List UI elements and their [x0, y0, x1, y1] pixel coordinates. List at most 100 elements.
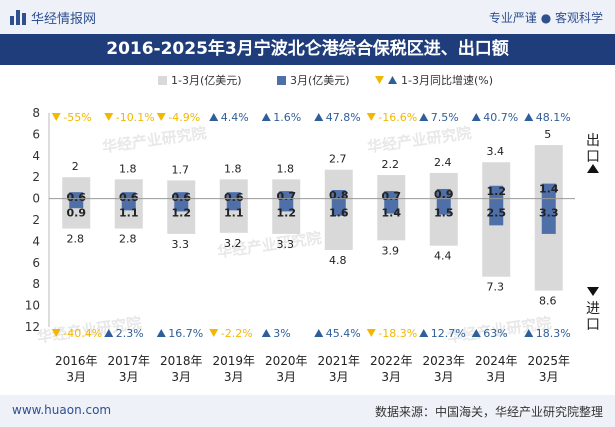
- import-month-label: 2.5: [487, 207, 507, 220]
- export-month-label: 1.4: [539, 183, 559, 196]
- x-tick-label-month: 3月: [66, 370, 86, 384]
- import-month-bar: [331, 198, 346, 216]
- export-month-label: 0.9: [434, 188, 454, 201]
- export-arrow-icon: [587, 164, 599, 173]
- export-cum-label: 2.7: [329, 153, 347, 166]
- import-month-bar: [174, 198, 189, 212]
- export-yoy-label: -10.1%: [116, 111, 155, 124]
- import-month-label: 1.1: [119, 207, 139, 220]
- y-tick-label: 10: [25, 299, 40, 313]
- y-tick-label: 2: [32, 170, 40, 184]
- import-month-bar: [69, 198, 84, 209]
- export-yoy-label: 7.5%: [431, 111, 459, 124]
- y-tick-label: 4: [32, 234, 40, 248]
- export-yoy-label: -16.6%: [378, 111, 417, 124]
- export-cum-label: 1.8: [224, 162, 242, 175]
- import-month-label: 0.9: [67, 207, 87, 220]
- export-month-bar: [541, 183, 556, 199]
- export-month-bar: [69, 192, 84, 199]
- import-cum-label: 3.3: [277, 238, 295, 251]
- import-month-label: 3.3: [539, 207, 559, 220]
- import-cum-label: 2.8: [119, 233, 137, 246]
- watermark-0: 华经产业研究院: [101, 124, 207, 156]
- export-yoy-up-triangle: [314, 113, 324, 121]
- import-yoy-up-triangle: [524, 329, 534, 337]
- import-yoy-label: 3%: [273, 327, 290, 340]
- export-yoy-label: 40.7%: [483, 111, 518, 124]
- export-yoy-down-triangle: [104, 113, 114, 121]
- legend-up-triangle: [388, 76, 397, 84]
- import-cum-label: 7.3: [487, 281, 505, 294]
- legend-month-swatch: [277, 76, 286, 85]
- export-month-bar: [226, 192, 241, 199]
- x-tick-label-month: 3月: [381, 370, 401, 384]
- data-source: 数据来源：中国海关，华经产业研究院整理: [374, 405, 603, 419]
- export-month-label: 0.6: [224, 191, 244, 204]
- import-month-bar: [436, 198, 451, 215]
- export-month-bar: [174, 192, 189, 199]
- import-month-label: 1.2: [277, 207, 297, 220]
- x-tick-label-year: 2021年: [317, 354, 360, 368]
- import-yoy-up-triangle: [261, 329, 271, 337]
- legend-cum-swatch: [158, 76, 167, 85]
- watermark-1: 华经产业研究院: [366, 124, 472, 156]
- export-month-label: 0.7: [382, 190, 402, 203]
- slogan: 专业严谨 ● 客观科学: [488, 11, 603, 25]
- import-month-label: 1.4: [382, 207, 402, 220]
- export-yoy-up-triangle: [209, 113, 219, 121]
- x-tick-label-year: 2022年: [370, 354, 413, 368]
- x-tick-label-month: 3月: [171, 370, 191, 384]
- import-yoy-up-triangle: [471, 329, 481, 337]
- export-yoy-label: -55%: [63, 111, 91, 124]
- legend-cum-label: 1-3月(亿美元): [171, 74, 242, 87]
- import-month-label: 1.5: [434, 207, 454, 220]
- export-yoy-up-triangle: [524, 113, 534, 121]
- export-cum-label: 2: [72, 160, 79, 173]
- export-cum-label: 2.2: [382, 158, 400, 171]
- import-cum-label: 2.8: [67, 233, 85, 246]
- import-yoy-label: -2.2%: [221, 327, 253, 340]
- import-arrow-icon: [587, 287, 599, 296]
- top-bar: 华经情报网 专业严谨 ● 客观科学: [0, 0, 615, 34]
- x-tick-label-month: 3月: [119, 370, 139, 384]
- export-side-label-1: 出: [586, 133, 600, 149]
- x-tick-label-year: 2017年: [107, 354, 150, 368]
- x-tick-label-year: 2018年: [160, 354, 203, 368]
- x-tick-label-month: 3月: [329, 370, 349, 384]
- legend-down-triangle: [375, 76, 384, 84]
- x-tick-label-year: 2020年: [265, 354, 308, 368]
- import-month-label: 1.2: [172, 207, 192, 220]
- export-yoy-label: 4.4%: [221, 111, 249, 124]
- import-yoy-up-triangle: [104, 329, 114, 337]
- x-tick-label-year: 2024年: [475, 354, 518, 368]
- export-cum-label: 3.4: [487, 145, 505, 158]
- export-yoy-up-triangle: [261, 113, 271, 121]
- export-month-bar: [279, 191, 294, 199]
- export-yoy-up-triangle: [419, 113, 429, 121]
- import-cum-label: 4.8: [329, 254, 347, 267]
- import-cum-label: 3.2: [224, 237, 242, 250]
- y-tick-label: 8: [32, 277, 40, 291]
- import-month-label: 1.6: [329, 207, 349, 220]
- footer-site: www.huaon.com: [12, 403, 112, 417]
- export-month-label: 1.2: [487, 185, 507, 198]
- import-yoy-label: 2.3%: [116, 327, 144, 340]
- import-month-bar: [489, 198, 504, 226]
- export-yoy-label: 48.1%: [536, 111, 571, 124]
- export-month-bar: [121, 192, 136, 199]
- import-yoy-label: -18.3%: [378, 327, 417, 340]
- import-month-bar: [541, 198, 556, 234]
- export-month-bar: [384, 191, 399, 199]
- y-tick-label: 6: [32, 256, 40, 270]
- logo: 华经情报网: [10, 8, 96, 27]
- import-yoy-down-triangle: [366, 329, 376, 337]
- import-yoy-down-triangle: [51, 329, 61, 337]
- export-cum-label: 2.4: [434, 156, 452, 169]
- x-tick-label-year: 2023年: [422, 354, 465, 368]
- import-cum-label: 8.6: [539, 295, 557, 308]
- import-yoy-up-triangle: [419, 329, 429, 337]
- export-month-bar: [436, 188, 451, 199]
- x-tick-label-year: 2025年: [527, 354, 570, 368]
- export-month-label: 0.6: [67, 191, 87, 204]
